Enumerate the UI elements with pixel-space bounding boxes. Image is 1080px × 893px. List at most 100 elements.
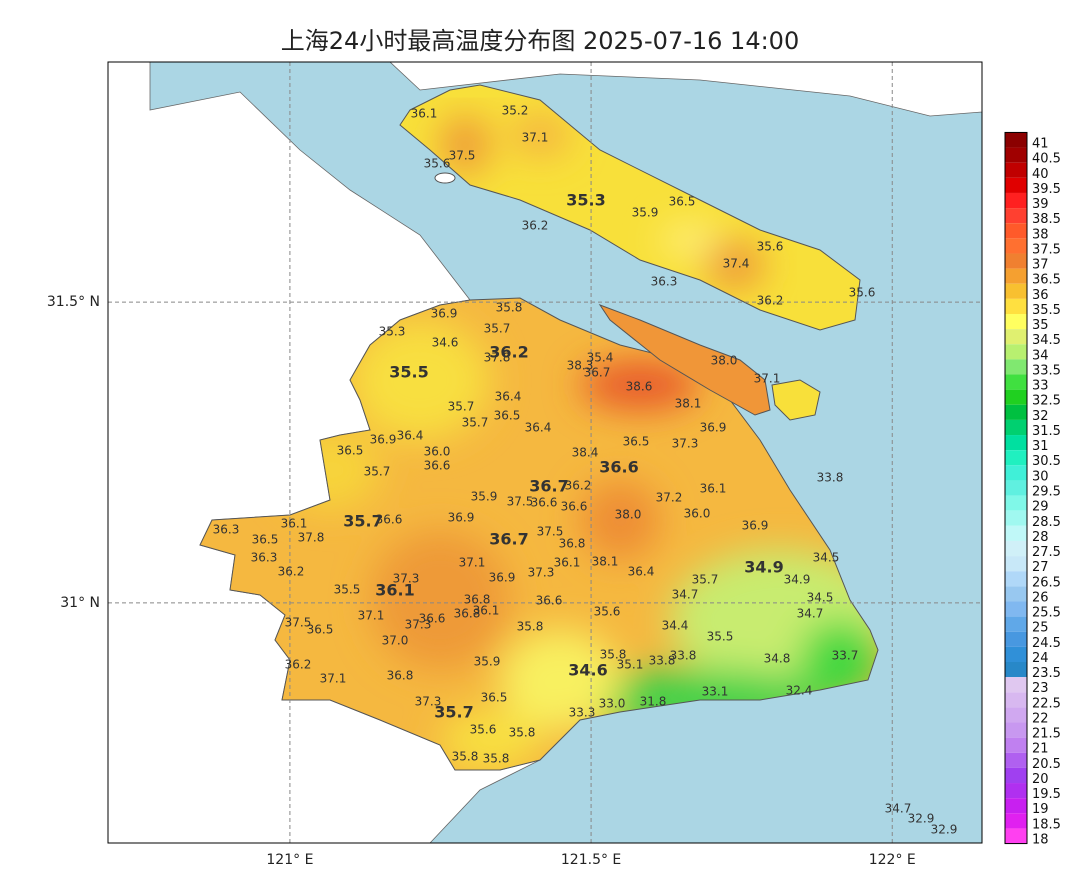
colorbar-cell xyxy=(1005,268,1027,284)
colorbar-label: 19 xyxy=(1032,802,1049,817)
station-value: 37.8 xyxy=(298,531,325,545)
station-value: 35.8 xyxy=(452,750,479,764)
colorbar-label: 21.5 xyxy=(1032,727,1061,742)
station-value: 35.2 xyxy=(502,104,529,118)
colorbar-label: 19.5 xyxy=(1032,787,1061,802)
station-value: 35.7 xyxy=(364,465,391,479)
colorbar-cell xyxy=(1005,177,1027,193)
colorbar-label: 31 xyxy=(1032,439,1049,454)
colorbar-label: 22 xyxy=(1032,711,1049,726)
colorbar-label: 26 xyxy=(1032,590,1049,605)
station-value: 38.0 xyxy=(615,508,642,522)
station-value: 36.9 xyxy=(431,307,458,321)
y-tick-label: 31.5° N xyxy=(47,294,100,310)
station-value: 35.9 xyxy=(474,655,501,669)
station-value: 38.4 xyxy=(572,446,599,460)
station-value: 36.0 xyxy=(424,445,451,459)
station-value: 34.6 xyxy=(432,336,459,350)
station-value: 36.1 xyxy=(411,107,438,121)
station-value: 36.2 xyxy=(522,219,549,233)
station-value: 36.6 xyxy=(419,612,446,626)
station-value: 36.4 xyxy=(397,429,424,443)
colorbar-cell xyxy=(1005,737,1027,753)
colorbar-cell xyxy=(1005,419,1027,436)
colorbar-label: 29.5 xyxy=(1032,485,1061,500)
station-value: 35.6 xyxy=(757,240,784,254)
district-value: 36.7 xyxy=(529,477,568,496)
station-value: 36.5 xyxy=(307,623,334,637)
colorbar-cell xyxy=(1005,344,1027,360)
station-value: 33.0 xyxy=(599,697,626,711)
colorbar-cell xyxy=(1005,798,1027,814)
colorbar-label: 32 xyxy=(1032,409,1049,424)
station-value: 35.7 xyxy=(448,400,475,414)
colorbar-label: 22.5 xyxy=(1032,696,1061,711)
colorbar-cell xyxy=(1005,813,1027,829)
map-title: 上海24小时最高温度分布图 2025-07-16 14:00 xyxy=(281,27,799,55)
colorbar-label: 34 xyxy=(1032,348,1049,363)
colorbar-cell xyxy=(1005,465,1027,481)
colorbar-label: 20.5 xyxy=(1032,757,1061,772)
station-value: 36.1 xyxy=(700,482,727,496)
colorbar-label: 41 xyxy=(1032,137,1049,152)
station-value: 36.2 xyxy=(565,479,592,493)
x-tick-label: 121° E xyxy=(266,852,313,868)
colorbar-cell xyxy=(1005,359,1027,375)
colorbar-cell xyxy=(1005,767,1027,784)
station-value: 35.8 xyxy=(517,620,544,634)
station-value: 32.9 xyxy=(931,823,958,837)
shanghai-border xyxy=(199,297,879,771)
colorbar-label: 32.5 xyxy=(1032,394,1061,409)
colorbar-label: 21 xyxy=(1032,742,1049,757)
station-value: 36.7 xyxy=(584,366,611,380)
district-value: 35.5 xyxy=(389,363,428,382)
station-value: 37.2 xyxy=(656,491,683,505)
station-value: 36.5 xyxy=(669,195,696,209)
station-value: 33.8 xyxy=(670,649,697,663)
station-value: 35.9 xyxy=(632,206,659,220)
station-value: 36.5 xyxy=(623,435,650,449)
district-value: 34.9 xyxy=(744,558,783,577)
station-value: 37.1 xyxy=(358,609,385,623)
station-value: 36.8 xyxy=(387,669,414,683)
colorbar-label: 24 xyxy=(1032,651,1049,666)
colorbar-cell xyxy=(1005,435,1027,451)
colorbar-label: 33 xyxy=(1032,379,1049,394)
colorbar-label: 35 xyxy=(1032,318,1049,333)
colorbar-label: 26.5 xyxy=(1032,575,1061,590)
station-value: 36.1 xyxy=(473,604,500,618)
colorbar-cell xyxy=(1005,162,1027,178)
colorbar-label: 25 xyxy=(1032,621,1049,636)
station-value: 35.8 xyxy=(496,301,523,315)
station-value: 37.5 xyxy=(449,149,476,163)
colorbar-cell xyxy=(1005,298,1027,314)
station-value: 36.3 xyxy=(251,551,278,565)
colorbar-cell xyxy=(1005,752,1027,768)
station-value: 34.9 xyxy=(784,573,811,587)
station-value: 35.7 xyxy=(484,322,511,336)
colorbar-cell xyxy=(1005,722,1027,738)
station-value: 33.3 xyxy=(569,706,596,720)
colorbar-label: 20 xyxy=(1032,772,1049,787)
station-value: 35.7 xyxy=(692,573,719,587)
station-value: 35.8 xyxy=(600,648,627,662)
station-value: 31.8 xyxy=(640,695,667,709)
station-value: 35.8 xyxy=(483,752,510,766)
station-value: 36.1 xyxy=(281,517,308,531)
station-value: 35.9 xyxy=(471,490,498,504)
colorbar-cell xyxy=(1005,662,1027,678)
colorbar-label: 38 xyxy=(1032,227,1049,242)
colorbar-cell xyxy=(1005,631,1027,647)
station-value: 36.9 xyxy=(742,519,769,533)
station-value: 37.3 xyxy=(528,566,555,580)
station-value: 35.4 xyxy=(587,351,614,365)
station-value: 35.6 xyxy=(594,605,621,619)
colorbar-cell xyxy=(1005,480,1027,496)
station-value: 34.7 xyxy=(797,607,824,621)
colorbar-cell xyxy=(1005,556,1027,572)
colorbar-label: 33.5 xyxy=(1032,363,1061,378)
station-value: 37.0 xyxy=(382,634,409,648)
colorbar-label: 24.5 xyxy=(1032,636,1061,651)
colorbar-cell xyxy=(1005,192,1027,209)
